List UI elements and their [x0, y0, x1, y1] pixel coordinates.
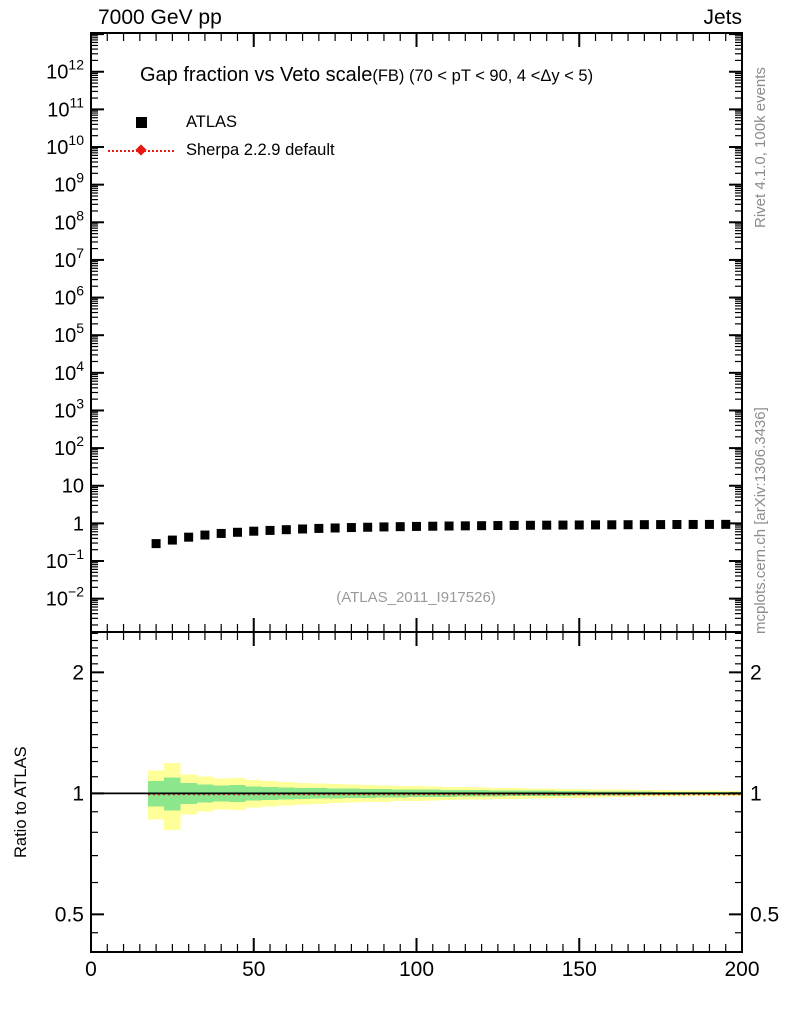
atlas-data-point: [542, 520, 552, 530]
atlas-data-point: [704, 519, 714, 529]
beam-energy-label: 7000 GeV pp: [98, 6, 222, 29]
y-tick-label: 108: [54, 207, 84, 234]
atlas-data-point: [232, 527, 242, 537]
x-tick-label: 0: [85, 958, 97, 981]
atlas-data-point: [460, 521, 470, 531]
y-tick-label: 107: [54, 245, 84, 272]
ratio-y-tick-label: 1: [72, 782, 84, 805]
analysis-id-watermark: (ATLAS_2011_I917526): [336, 589, 496, 606]
atlas-data-point: [639, 520, 649, 530]
atlas-data-point: [525, 520, 535, 530]
atlas-data-point: [656, 520, 666, 530]
y-tick-label: 104: [54, 358, 84, 385]
atlas-data-point: [591, 520, 601, 530]
atlas-data-point: [721, 519, 731, 529]
x-tick-label: 200: [724, 958, 759, 981]
atlas-data-point: [151, 539, 161, 549]
y-tick-label: 106: [54, 283, 84, 310]
analysis-group-label: Jets: [703, 6, 742, 29]
x-tick-label: 100: [399, 958, 434, 981]
atlas-data-point: [412, 521, 421, 531]
atlas-data-point: [379, 522, 389, 532]
atlas-square-icon: [108, 116, 174, 128]
atlas-data-point: [493, 521, 503, 531]
atlas-data-point: [167, 535, 177, 545]
plot-title-main: Gap fraction vs Veto scale: [140, 64, 373, 86]
atlas-data-point: [395, 522, 405, 532]
y-tick-label: 10: [62, 476, 84, 498]
ratio-y-tick-label: 1: [750, 782, 762, 805]
atlas-data-point: [265, 525, 275, 535]
ratio-y-tick-label: 0.5: [750, 903, 779, 926]
ratio-y-tick-label: 2: [750, 661, 762, 684]
atlas-data-point: [363, 522, 373, 532]
ratio-y-tick-label: 2: [72, 661, 84, 684]
y-tick-label: 105: [54, 320, 84, 347]
atlas-data-point: [444, 521, 454, 531]
atlas-data-point: [184, 532, 194, 542]
y-tick-label: 1011: [47, 94, 84, 121]
atlas-data-point: [314, 523, 324, 533]
atlas-data-point: [477, 521, 487, 531]
atlas-data-point: [672, 520, 682, 530]
atlas-data-point: [574, 520, 584, 530]
mcplots-arxiv-note: mcplots.cern.ch [arXiv:1306.3436]: [752, 407, 769, 634]
ratio-axis-title: Ratio to ATLAS: [12, 746, 30, 858]
legend-item-atlas[interactable]: ATLAS: [108, 111, 237, 133]
y-tick-label: 103: [54, 395, 84, 422]
rivet-version-note: Rivet 4.1.0, 100k events: [752, 67, 769, 228]
atlas-data-point: [298, 524, 308, 534]
ratio-y-tick-label: 0.5: [55, 903, 84, 926]
y-tick-label: 102: [54, 433, 84, 460]
y-tick-label: 1012: [46, 57, 84, 84]
plot-title-cuts: (FB) (70 < pT < 90, 4 <Δy < 5): [372, 67, 594, 85]
atlas-data-point: [249, 526, 259, 536]
atlas-data-point: [623, 520, 633, 530]
plot-title: Gap fraction vs Veto scale(FB) (70 < pT …: [140, 64, 593, 87]
atlas-data-point: [281, 525, 291, 535]
y-tick-label: 10−2: [46, 584, 84, 611]
y-tick-label: 1: [73, 513, 84, 535]
atlas-data-point: [216, 528, 226, 538]
atlas-data-point: [330, 523, 340, 533]
y-tick-label: 1010: [46, 132, 84, 159]
legend-label-sherpa: Sherpa 2.2.9 default: [186, 140, 335, 159]
atlas-data-point: [346, 523, 356, 533]
atlas-data-point: [688, 519, 698, 529]
atlas-data-point: [200, 530, 210, 540]
atlas-data-point: [428, 521, 438, 531]
x-tick-label: 50: [242, 958, 265, 981]
atlas-data-point: [509, 520, 519, 530]
x-tick-label: 150: [562, 958, 597, 981]
atlas-data-point: [607, 520, 617, 530]
atlas-data-point: [558, 520, 568, 530]
ratio-panel-frame: [90, 631, 743, 953]
legend-label-atlas: ATLAS: [186, 112, 238, 131]
y-tick-label: 10−1: [46, 546, 84, 573]
legend-item-sherpa[interactable]: Sherpa 2.2.9 default: [108, 139, 335, 161]
y-tick-label: 109: [54, 170, 84, 197]
